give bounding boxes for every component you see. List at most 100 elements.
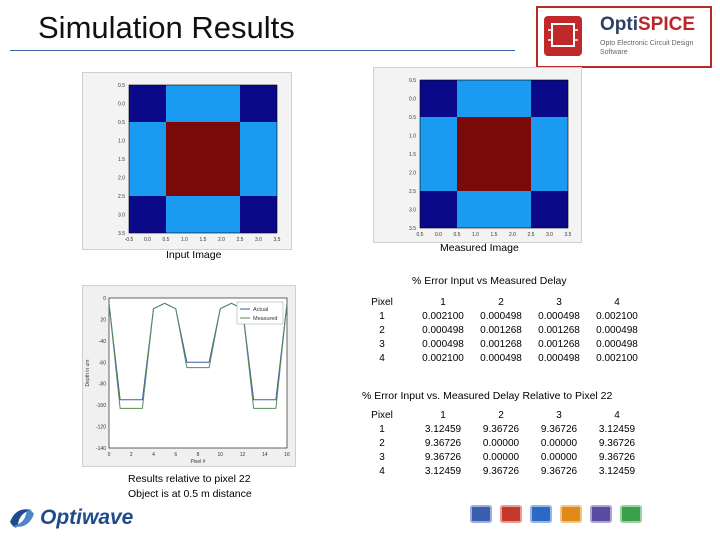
y-tick-label: 0.5 — [409, 115, 416, 121]
table-cell: 0.000498 — [538, 353, 580, 364]
heatmap-cell — [420, 154, 457, 191]
legend-label: Actual — [253, 307, 268, 313]
y-tick-label: 3.0 — [118, 213, 125, 219]
x-tick-label: 2.0 — [509, 232, 516, 238]
heatmap-cell — [531, 117, 568, 154]
x-tick-label: -0.5 — [125, 237, 134, 243]
x-axis-label: Pixel # — [190, 459, 205, 465]
circuit-icon[interactable] — [500, 505, 522, 523]
table-cell: 1 — [379, 424, 385, 435]
link-icon[interactable] — [560, 505, 582, 523]
x-tick-label: 3.0 — [255, 237, 262, 243]
x-tick-label: 6 — [174, 452, 177, 458]
table-cell: 0.002100 — [596, 311, 638, 322]
chip-icon[interactable] — [590, 505, 612, 523]
table-cell: 4 — [379, 353, 385, 364]
optiwave-logo: Optiwave — [6, 500, 156, 536]
x-tick-label: 2 — [130, 452, 133, 458]
table-cell: 0.001268 — [480, 325, 522, 336]
table-header-cell: 2 — [498, 410, 504, 421]
table-cell: 4 — [379, 466, 385, 477]
optispice-logo-graphic — [544, 16, 582, 56]
heatmap-cell — [494, 191, 531, 228]
y-tick-label: -60 — [99, 360, 106, 366]
heatmap-cell — [166, 159, 203, 196]
x-tick-label: 0 — [108, 452, 111, 458]
heatmap-cell — [420, 191, 457, 228]
table-cell: 0.000498 — [480, 353, 522, 364]
table-cell: 0.002100 — [422, 311, 464, 322]
heatmap-cell — [457, 154, 494, 191]
series-line — [108, 302, 288, 409]
table-cell: 2 — [379, 438, 385, 449]
heatmap-frame — [128, 84, 278, 234]
heatmap-cell — [457, 191, 494, 228]
ring-icon[interactable] — [620, 505, 642, 523]
y-tick-label: 2.5 — [409, 189, 416, 195]
heatmap-cell — [494, 117, 531, 154]
depth-chart-panel: 0 20 -40 -60 -80 -100 -120 -140 0 2 4 6 8 10 12 14 16 Pix… — [82, 285, 296, 467]
y-tick-label: 3.0 — [409, 208, 416, 214]
measured-image-heatmap: 0.50.00.51.01.52.02.53.03.50.5 0.0 0.5 1.0 1… — [409, 78, 572, 238]
table-header-cell: Pixel — [371, 297, 393, 308]
heatmap-cell — [531, 80, 568, 117]
y-tick-label: 2.5 — [118, 194, 125, 200]
product-tagline-2: Software — [600, 49, 628, 56]
table-cell: 0.000498 — [422, 325, 464, 336]
y-tick-label: -80 — [99, 382, 106, 388]
heatmap-cell — [166, 196, 203, 233]
table-cell: 9.36726 — [482, 466, 520, 477]
heatmap-cell — [494, 80, 531, 117]
table-cell: 3 — [379, 452, 385, 463]
y-tick-label: -100 — [96, 403, 106, 409]
x-tick-label: 2.5 — [237, 237, 244, 243]
heatmap-cell — [240, 196, 277, 233]
table1-heading: % Error Input vs Measured Delay — [412, 275, 567, 287]
table-header-cell: 3 — [556, 410, 562, 421]
y-tick-label: 0.0 — [409, 97, 416, 103]
relative-error-table: Pixel 1 2 3 4 1 3.12459 9.36726 9.36726 3.12459 2 9… — [362, 410, 635, 485]
x-tick-label: 3.5 — [274, 237, 281, 243]
x-tick-label: 0.5 — [454, 232, 461, 238]
table-cell: 0.000498 — [596, 339, 638, 350]
monitor-icon[interactable] — [470, 505, 492, 523]
table-cell: 9.36726 — [424, 452, 462, 463]
x-tick-label: 0.5 — [417, 232, 424, 238]
y-tick-label: 2.0 — [118, 176, 125, 182]
table-cell: 3.12459 — [424, 424, 462, 435]
loop-icon[interactable] — [530, 505, 552, 523]
table-cell: 9.36726 — [540, 466, 578, 477]
legend-label: Measured — [253, 316, 277, 322]
table2-heading: % Error Input vs. Measured Delay Relativ… — [362, 390, 613, 402]
table-cell: 3.12459 — [598, 466, 636, 477]
y-tick-label: -120 — [96, 425, 106, 431]
heatmap-cell — [420, 80, 457, 117]
heatmap-cell — [203, 159, 240, 196]
input-image-panel: 0.5 0.0 0.5 1.0 1.5 2.0 2.5 3.0 3.5 -0.5 0.0 0.5 1.0… — [82, 72, 292, 250]
table-header-cell: 2 — [498, 297, 504, 308]
y-tick-label: -140 — [96, 446, 106, 452]
table-cell: 0.000498 — [480, 311, 522, 322]
chart-caption-line1: Results relative to pixel 22 — [128, 473, 251, 485]
chart-caption-line2: Object is at 0.5 m distance — [128, 488, 252, 500]
table-cell: 1 — [379, 311, 385, 322]
heatmap-cell — [166, 122, 203, 159]
heatmap-cell — [457, 117, 494, 154]
heatmap-cell — [240, 122, 277, 159]
table-header-cell: 1 — [440, 297, 446, 308]
heatmap-cell — [531, 191, 568, 228]
heatmap-cell — [203, 85, 240, 122]
table-header-cell: 3 — [556, 297, 562, 308]
y-tick-label: 0.0 — [118, 102, 125, 108]
y-tick-label: 1.0 — [118, 139, 125, 145]
table-cell: 0.00000 — [540, 452, 578, 463]
error-table: Pixel 1 2 3 4 1 0.002100 0.000498 0.000498 0.0021… — [362, 297, 638, 367]
optispice-logo: OptiSPICE Opto Electronic Circuit Design… — [536, 6, 712, 68]
x-tick-label: 12 — [240, 452, 246, 458]
x-tick-label: 1.5 — [200, 237, 207, 243]
x-tick-label: 16 — [284, 452, 290, 458]
heatmap-cell — [129, 122, 166, 159]
y-tick-label: 0.5 — [118, 120, 125, 126]
table-cell: 0.001268 — [480, 339, 522, 350]
